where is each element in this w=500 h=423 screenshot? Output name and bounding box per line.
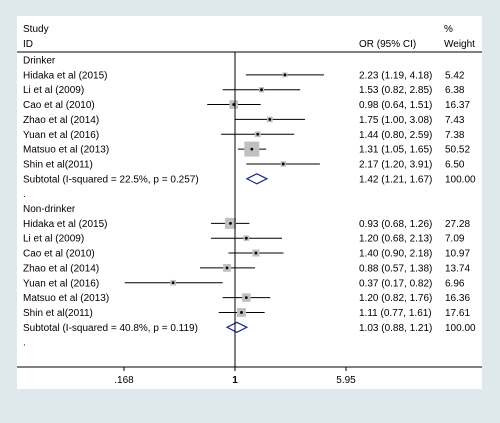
- subtotal-ci: 1.42 (1.21, 1.67): [359, 174, 432, 185]
- spacer-dot: .: [23, 338, 26, 349]
- study-ci: 0.88 (0.57, 1.38): [359, 263, 432, 274]
- pooled-diamond: [245, 173, 269, 185]
- study-ci: 1.44 (0.80, 2.59): [359, 130, 432, 141]
- spacer-dot: .: [23, 189, 26, 200]
- study-weight: 27.28: [445, 219, 470, 230]
- study-label: Cao et al (2010): [23, 249, 95, 260]
- weight-header-percent: %: [444, 24, 453, 35]
- study-ci: 1.75 (1.00, 3.08): [359, 115, 432, 126]
- study-label: Zhao et al (2014): [23, 263, 99, 274]
- point-estimate: [244, 296, 248, 299]
- x-tick-label: 1: [232, 375, 238, 386]
- point-estimate: [250, 147, 254, 151]
- subtotal-label: Subtotal (I-squared = 22.5%, p = 0.257): [23, 174, 199, 185]
- study-label: Li et al (2009): [23, 234, 84, 245]
- id-header: ID: [23, 39, 33, 50]
- group-label: Non-drinker: [23, 204, 76, 215]
- study-ci: 1.53 (0.82, 2.85): [359, 85, 432, 96]
- point-estimate: [260, 88, 263, 92]
- point-estimate: [240, 311, 243, 314]
- study-weight: 16.37: [445, 100, 470, 111]
- study-label: Matsuo et al (2013): [23, 293, 109, 304]
- pooled-diamond: [225, 321, 249, 333]
- study-weight: 13.74: [445, 263, 470, 274]
- x-axis: .168 1 5.95: [114, 367, 356, 386]
- study-ci: 1.20 (0.68, 2.13): [359, 234, 432, 245]
- weight-header: Weight: [444, 39, 475, 50]
- point-estimate: [225, 266, 229, 270]
- study-ci: 1.40 (0.90, 2.18): [359, 249, 432, 260]
- study-ci: 0.98 (0.64, 1.51): [359, 100, 432, 111]
- point-estimate: [283, 73, 287, 77]
- header: Study ID OR (95% CI) % Weight: [23, 24, 475, 50]
- study-weight: 6.96: [445, 278, 465, 289]
- subtotal-weight: 100.00: [445, 174, 476, 185]
- subtotal-label: Subtotal (I-squared = 40.8%, p = 0.119): [23, 323, 198, 334]
- group-label: Drinker: [23, 56, 56, 67]
- study-label: Hidaka et al (2015): [23, 219, 108, 230]
- subtotal-ci: 1.03 (0.88, 1.21): [359, 323, 432, 334]
- study-weight: 5.42: [445, 70, 465, 81]
- study-header: Study: [23, 24, 49, 35]
- study-label: Li et al (2009): [23, 85, 84, 96]
- study-label: Yuan et al (2016): [23, 278, 99, 289]
- study-weight: 7.43: [445, 115, 465, 126]
- study-weight: 7.38: [445, 130, 465, 141]
- study-weight: 6.38: [445, 85, 465, 96]
- point-estimate: [244, 236, 248, 240]
- point-estimate: [256, 132, 260, 136]
- rows: Drinker Hidaka et al (2015) 2.23 (1.19, 4.…: [23, 56, 476, 349]
- point-estimate: [232, 103, 236, 106]
- study-label: Shin et al(2011): [23, 159, 93, 170]
- study-weight: 10.97: [445, 249, 470, 260]
- point-estimate: [281, 162, 285, 166]
- marks: [124, 52, 325, 367]
- ci-header: OR (95% CI): [359, 39, 416, 50]
- study-ci: 2.23 (1.19, 4.18): [359, 70, 432, 81]
- study-weight: 6.50: [445, 159, 465, 170]
- study-label: Cao et al (2010): [23, 100, 95, 111]
- point-estimate: [171, 281, 175, 285]
- study-ci: 0.37 (0.17, 0.82): [359, 278, 432, 289]
- point-estimate: [229, 221, 232, 225]
- study-weight: 50.52: [445, 145, 470, 156]
- x-tick-label: 5.95: [336, 375, 356, 386]
- x-tick-label: .168: [114, 375, 134, 386]
- study-label: Hidaka et al (2015): [23, 70, 108, 81]
- study-weight: 16.36: [445, 293, 470, 304]
- forest-plot: Study ID OR (95% CI) % Weight Drinker Hid…: [17, 24, 482, 386]
- study-ci: 1.20 (0.82, 1.76): [359, 293, 432, 304]
- study-weight: 17.61: [445, 308, 470, 319]
- plot-area: Study ID OR (95% CI) % Weight Drinker Hid…: [17, 16, 482, 389]
- point-estimate: [268, 118, 272, 121]
- study-label: Shin et al(2011): [23, 308, 93, 319]
- study-weight: 7.09: [445, 234, 465, 245]
- study-label: Zhao et al (2014): [23, 115, 99, 126]
- point-estimate: [254, 251, 258, 255]
- study-label: Yuan et al (2016): [23, 130, 99, 141]
- subtotal-weight: 100.00: [445, 323, 476, 334]
- study-ci: 1.11 (0.77, 1.61): [359, 308, 432, 319]
- study-ci: 0.93 (0.68, 1.26): [359, 219, 432, 230]
- study-ci: 2.17 (1.20, 3.91): [359, 159, 432, 170]
- study-ci: 1.31 (1.05, 1.65): [359, 145, 432, 156]
- study-label: Matsuo et al (2013): [23, 145, 109, 156]
